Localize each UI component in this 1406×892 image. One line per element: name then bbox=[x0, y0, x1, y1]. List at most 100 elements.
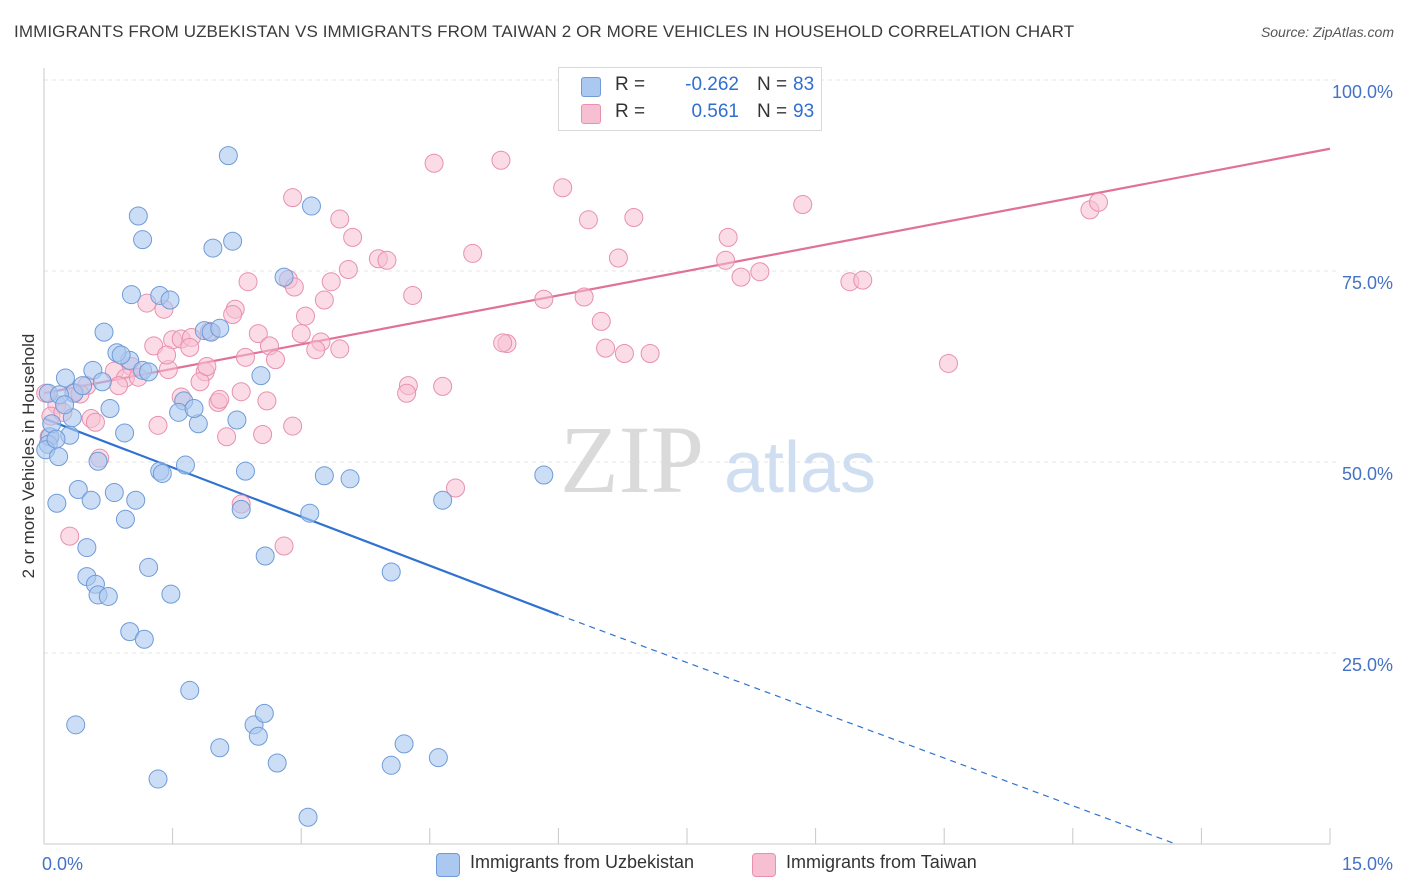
taiwan-point bbox=[306, 340, 326, 360]
uzbekistan-point bbox=[180, 680, 200, 700]
taiwan-point bbox=[491, 150, 511, 170]
uzbekistan-point bbox=[381, 562, 401, 582]
legend-n-value: 93 bbox=[793, 101, 815, 122]
taiwan-point bbox=[253, 424, 273, 444]
taiwan-point bbox=[235, 347, 255, 367]
taiwan-point bbox=[283, 188, 303, 208]
uzbekistan-point bbox=[104, 483, 124, 503]
taiwan-point bbox=[591, 311, 611, 331]
uzbekistan-trend-extension bbox=[558, 614, 1176, 845]
taiwan-point bbox=[157, 345, 177, 365]
uzbekistan-point bbox=[254, 703, 274, 723]
uzbekistan-point bbox=[381, 755, 401, 775]
uzbekistan-point bbox=[139, 362, 159, 382]
taiwan-point bbox=[614, 344, 634, 364]
uzbekistan-point bbox=[301, 196, 321, 216]
legend-r-label: R = bbox=[615, 74, 646, 95]
taiwan-point bbox=[433, 376, 453, 396]
taiwan-point bbox=[248, 324, 268, 344]
legend-swatch-taiwan bbox=[581, 104, 601, 124]
taiwan-point bbox=[217, 427, 237, 447]
taiwan-point bbox=[283, 416, 303, 436]
taiwan-point bbox=[330, 339, 350, 359]
taiwan-point bbox=[424, 153, 444, 173]
taiwan-point bbox=[231, 382, 251, 402]
uzbekistan-point bbox=[161, 584, 181, 604]
legend-r-value: -0.262 bbox=[685, 74, 739, 95]
uzbekistan-point bbox=[210, 318, 230, 338]
uzbekistan-point bbox=[73, 376, 93, 396]
uzbekistan-point bbox=[160, 290, 180, 310]
taiwan-point bbox=[574, 287, 594, 307]
uzbekistan-point bbox=[340, 469, 360, 489]
uzbekistan-points bbox=[36, 146, 554, 827]
uzbekistan-point bbox=[227, 410, 247, 430]
uzbekistan-point bbox=[94, 322, 114, 342]
taiwan-point bbox=[338, 259, 358, 279]
uzbekistan-point bbox=[274, 267, 294, 287]
taiwan-point bbox=[403, 285, 423, 305]
uzbekistan-point bbox=[251, 366, 271, 386]
taiwan-point bbox=[321, 272, 341, 292]
taiwan-point bbox=[223, 305, 243, 325]
legend-r-label: R = bbox=[615, 101, 646, 122]
bottom-legend-swatch-taiwan bbox=[752, 853, 776, 877]
uzbekistan-point bbox=[134, 629, 154, 649]
uzbekistan-point bbox=[115, 509, 135, 529]
taiwan-point bbox=[85, 412, 105, 432]
uzbekistan-point bbox=[111, 345, 131, 365]
taiwan-point bbox=[750, 262, 770, 282]
uzbekistan-point bbox=[115, 423, 135, 443]
taiwan-point bbox=[718, 227, 738, 247]
x-tick-label-start: 0.0% bbox=[42, 854, 83, 874]
uzbekistan-point bbox=[175, 455, 195, 475]
watermark-atlas: atlas bbox=[724, 428, 876, 508]
tick-labels: 25.0% 50.0% 75.0% 100.0% 0.0% 15.0% bbox=[42, 82, 1393, 874]
uzbekistan-point bbox=[92, 372, 112, 392]
legend-n-value: 83 bbox=[793, 74, 815, 95]
uzbekistan-point bbox=[68, 480, 88, 500]
uzbekistan-point bbox=[126, 490, 146, 510]
uzbekistan-point bbox=[148, 769, 168, 789]
taiwan-point bbox=[397, 383, 417, 403]
uzbekistan-point bbox=[139, 557, 159, 577]
taiwan-point bbox=[553, 178, 573, 198]
taiwan-point bbox=[377, 250, 397, 270]
uzbekistan-point bbox=[55, 368, 75, 388]
taiwan-point bbox=[534, 289, 554, 309]
gridlines bbox=[44, 79, 1336, 654]
uzbekistan-point bbox=[248, 726, 268, 746]
taiwan-point bbox=[109, 376, 129, 396]
uzbekistan-point bbox=[218, 146, 238, 166]
taiwan-point bbox=[295, 306, 315, 326]
x-tick-label-end: 15.0% bbox=[1342, 854, 1393, 874]
chart-title: IMMIGRANTS FROM UZBEKISTAN VS IMMIGRANTS… bbox=[14, 22, 1075, 41]
legend-n-label: N = bbox=[757, 101, 788, 122]
taiwan-point bbox=[446, 478, 466, 498]
correlation-legend: R = -0.262 N = 83 R = 0.561 N = 93 bbox=[558, 67, 822, 131]
uzbekistan-point bbox=[77, 538, 97, 558]
taiwan-point bbox=[463, 243, 483, 263]
uzbekistan-point bbox=[133, 230, 153, 250]
taiwan-point bbox=[343, 227, 363, 247]
taiwan-point bbox=[596, 338, 616, 358]
uzbekistan-point bbox=[203, 238, 223, 258]
taiwan-point bbox=[291, 324, 311, 344]
uzbekistan-point bbox=[47, 493, 67, 513]
taiwan-point bbox=[624, 208, 644, 228]
taiwan-point bbox=[257, 391, 277, 411]
legend-swatch-uzbekistan bbox=[581, 77, 601, 97]
taiwan-point bbox=[731, 267, 751, 287]
y-tick-label: 100.0% bbox=[1332, 82, 1393, 102]
uzbekistan-point bbox=[49, 447, 69, 467]
watermark: ZIP atlas bbox=[560, 406, 876, 513]
bottom-legend-label-taiwan: Immigrants from Taiwan bbox=[786, 852, 977, 872]
taiwan-point bbox=[1089, 192, 1109, 212]
uzbekistan-point bbox=[98, 586, 118, 606]
uzbekistan-point bbox=[255, 546, 275, 566]
y-tick-label: 50.0% bbox=[1342, 464, 1393, 484]
bottom-legend-label-uzbekistan: Immigrants from Uzbekistan bbox=[470, 852, 695, 872]
uzbekistan-point bbox=[433, 490, 453, 510]
uzbekistan-point bbox=[121, 285, 141, 305]
